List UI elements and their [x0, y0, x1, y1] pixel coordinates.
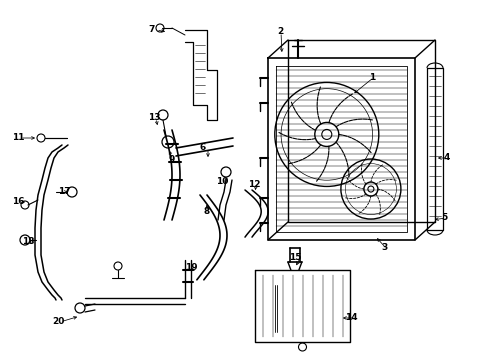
Text: 4: 4 — [443, 153, 449, 162]
Text: 9: 9 — [168, 156, 175, 165]
Text: 3: 3 — [381, 243, 387, 252]
Text: 13: 13 — [148, 113, 160, 122]
Text: 8: 8 — [203, 207, 209, 216]
Text: 16: 16 — [12, 198, 24, 207]
Text: 19: 19 — [185, 264, 198, 273]
Text: 10: 10 — [215, 177, 227, 186]
Text: 20: 20 — [52, 318, 64, 327]
Text: 17: 17 — [58, 188, 70, 197]
Text: 12: 12 — [247, 180, 260, 189]
Text: 5: 5 — [441, 213, 447, 222]
Text: 2: 2 — [276, 27, 283, 36]
Text: 18: 18 — [22, 238, 35, 247]
Text: 15: 15 — [289, 253, 302, 262]
Text: 14: 14 — [345, 314, 357, 323]
Text: 11: 11 — [12, 134, 24, 143]
Text: 1: 1 — [368, 73, 374, 82]
Text: 6: 6 — [200, 144, 206, 153]
Text: 7: 7 — [148, 26, 154, 35]
